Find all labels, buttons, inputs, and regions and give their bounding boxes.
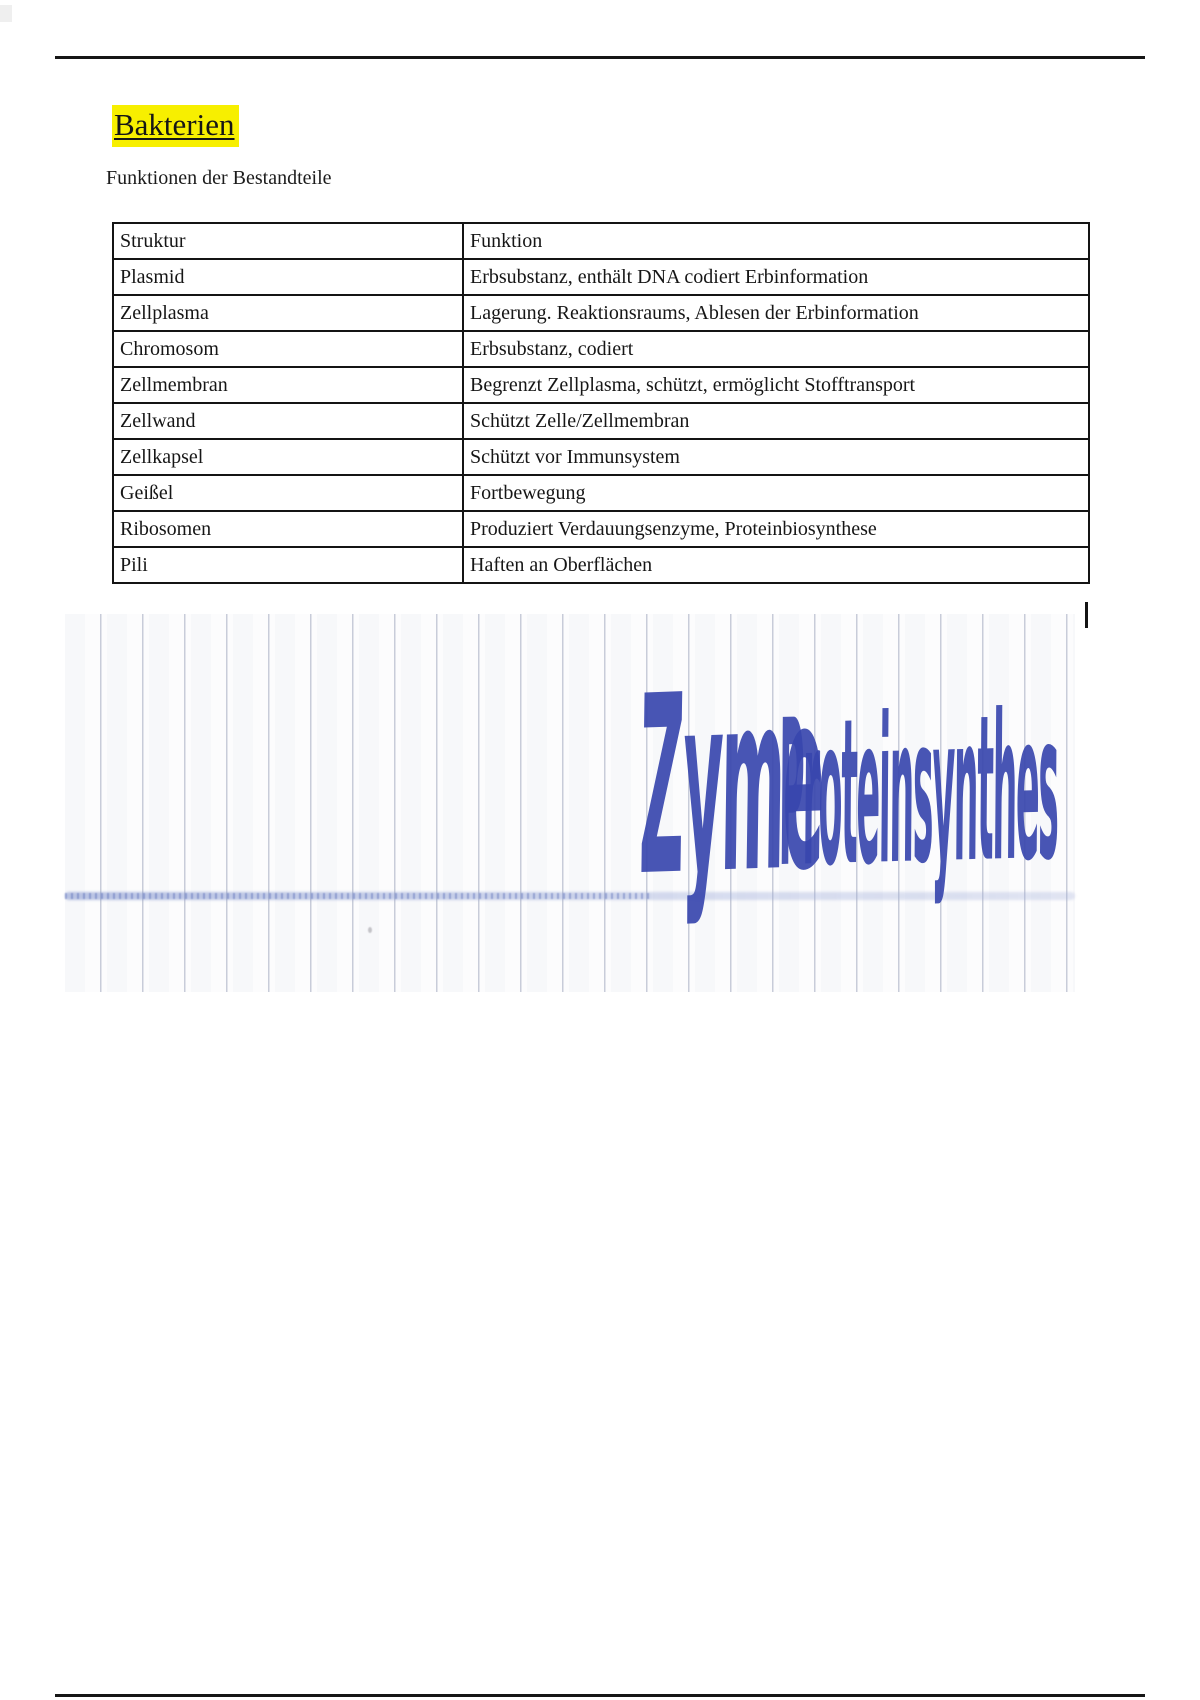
table-row: Zellplasma Lagerung. Reaktionsraums, Abl… [112, 294, 1090, 332]
cell-struktur: Zellmembran [112, 366, 464, 404]
table-row: Zellwand Schützt Zelle/Zellmembran [112, 402, 1090, 440]
cell-struktur: Plasmid [112, 258, 464, 296]
cell-funktion: Produziert Verdauungsenzyme, Proteinbios… [462, 510, 1090, 548]
scan-corner-artifact [0, 5, 12, 22]
table-row: Ribosomen Produziert Verdauungsenzyme, P… [112, 510, 1090, 548]
cell-struktur: Chromosom [112, 330, 464, 368]
cell-funktion: Begrenzt Zellplasma, schützt, ermöglicht… [462, 366, 1090, 404]
function-table: Struktur Funktion Plasmid Erbsubstanz, e… [112, 222, 1090, 584]
cell-funktion: Schützt Zelle/Zellmembran [462, 402, 1090, 440]
table-row: Zellmembran Begrenzt Zellplasma, schützt… [112, 366, 1090, 404]
table-row: Pili Haften an Oberflächen [112, 546, 1090, 584]
bottom-divider-line [55, 1694, 1145, 1697]
column-header-funktion: Funktion [462, 222, 1090, 260]
table-row: Plasmid Erbsubstanz, enthält DNA codiert… [112, 258, 1090, 296]
table-row: Geißel Fortbewegung [112, 474, 1090, 512]
cell-funktion: Erbsubstanz, codiert [462, 330, 1090, 368]
cell-struktur: Geißel [112, 474, 464, 512]
top-divider-line [55, 56, 1145, 59]
handwriting-word-zyme: Zyme [633, 639, 826, 931]
handwriting-word-proteinsynthese: Proteinsynthes [776, 671, 1060, 912]
table-row: Zellkapsel Schützt vor Immunsystem [112, 438, 1090, 476]
paper-speck [368, 927, 372, 933]
table-header-row: Struktur Funktion [112, 222, 1090, 260]
cell-funktion: Lagerung. Reaktionsraums, Ablesen der Er… [462, 294, 1090, 332]
cell-struktur: Zellplasma [112, 294, 464, 332]
cell-funktion: Schützt vor Immunsystem [462, 438, 1090, 476]
column-header-struktur: Struktur [112, 222, 464, 260]
page-title: Bakterien [112, 105, 239, 147]
handwriting-layer: Zyme Proteinsynthes [633, 639, 1060, 931]
table-row: Chromosom Erbsubstanz, codiert [112, 330, 1090, 368]
handwritten-notes-image: Zyme Proteinsynthes [65, 614, 1075, 992]
ink-smudge-texture [65, 893, 651, 899]
cell-funktion: Haften an Oberflächen [462, 546, 1090, 584]
cell-funktion: Fortbewegung [462, 474, 1090, 512]
cell-struktur: Zellwand [112, 402, 464, 440]
cell-struktur: Zellkapsel [112, 438, 464, 476]
page-subtitle: Funktionen der Bestandteile [106, 167, 332, 189]
table-border-artifact [1085, 602, 1088, 628]
cell-struktur: Pili [112, 546, 464, 584]
cell-struktur: Ribosomen [112, 510, 464, 548]
cell-funktion: Erbsubstanz, enthält DNA codiert Erbinfo… [462, 258, 1090, 296]
